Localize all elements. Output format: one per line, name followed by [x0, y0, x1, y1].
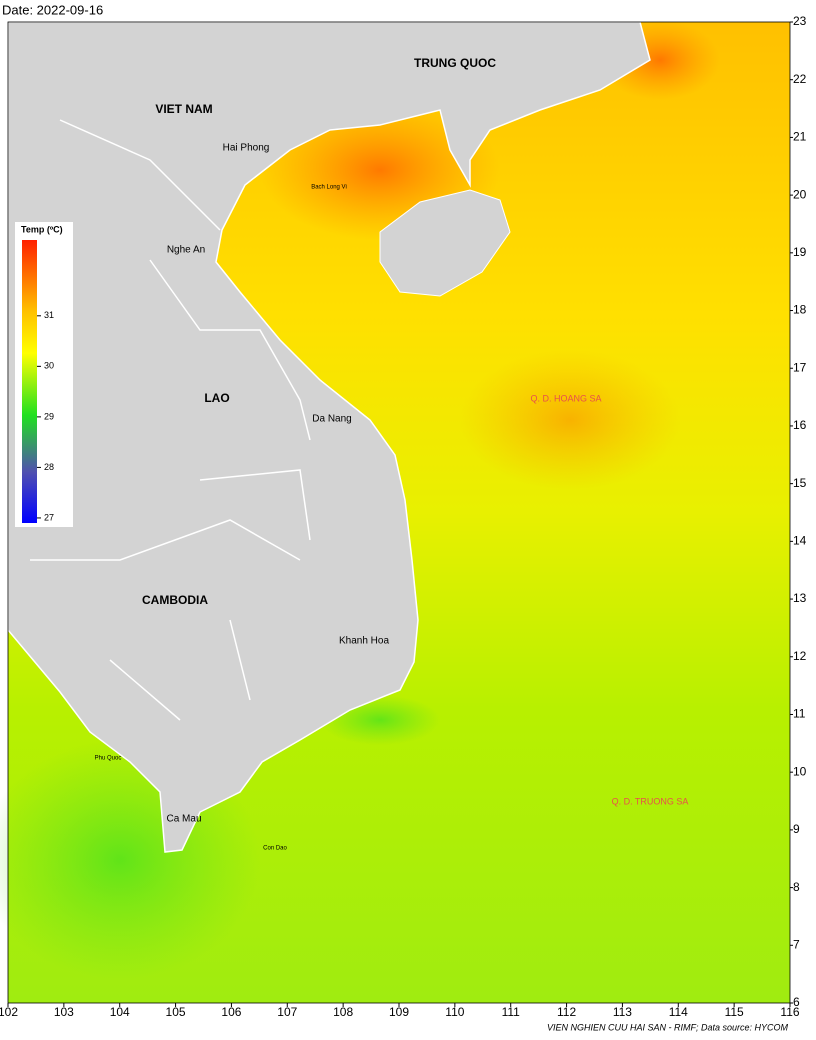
x-tick-label: 106	[221, 1005, 241, 1019]
legend-tick-label: 30	[44, 361, 54, 371]
land	[7, 21, 651, 853]
legend-tick-label: 27	[44, 512, 54, 522]
colorbar	[22, 240, 37, 523]
y-tick-label: 8	[793, 880, 800, 894]
x-tick-label: 105	[166, 1005, 186, 1019]
island-label: Phu Quoc	[95, 756, 122, 762]
y-tick-label: 12	[793, 649, 807, 663]
y-tick-label: 21	[793, 130, 807, 144]
warm-patch	[460, 350, 680, 490]
province-label: Ca Mau	[166, 814, 201, 825]
legend-tick-label: 28	[44, 462, 54, 472]
x-tick-label: 115	[725, 1005, 744, 1019]
y-tick-label: 22	[793, 72, 807, 86]
y-tick-label: 14	[793, 534, 807, 548]
border	[30, 119, 311, 721]
country-label: CAMBODIA	[142, 593, 208, 607]
country-label: VIET NAM	[155, 102, 212, 116]
y-tick-label: 6	[793, 995, 800, 1009]
archipelago-label: Q. D. TRUONG SA	[612, 796, 689, 806]
x-tick-label: 104	[110, 1005, 130, 1019]
x-tick-label: 103	[54, 1005, 74, 1019]
legend-title: Temp (ºC)	[21, 224, 63, 234]
legend: Temp (ºC)	[15, 222, 73, 527]
y-tick-label: 18	[793, 303, 807, 317]
archipelago-label: Q. D. HOANG SA	[530, 393, 601, 403]
y-tick-label: 10	[793, 764, 807, 778]
x-tick-label: 112	[557, 1005, 576, 1019]
province-label: Nghe An	[167, 245, 205, 256]
y-tick-label: 19	[793, 245, 807, 259]
x-tick-label: 110	[445, 1005, 464, 1019]
x-tick-label: 111	[502, 1005, 521, 1019]
y-tick-label: 16	[793, 418, 807, 432]
x-tick-label: 107	[277, 1005, 297, 1019]
island-label: Bach Long Vi	[311, 185, 347, 191]
province-label: Da Nang	[312, 414, 351, 425]
x-tick-label: 108	[333, 1005, 353, 1019]
hainan-island	[379, 189, 511, 297]
legend-tick-label: 31	[44, 310, 54, 320]
y-tick-label: 23	[793, 14, 807, 28]
legend-tick-label: 29	[44, 411, 54, 421]
y-tick-label: 17	[793, 360, 807, 374]
x-tick-label: 113	[613, 1005, 632, 1019]
island-label: Con Dao	[263, 846, 287, 852]
x-tick-label: 109	[389, 1005, 409, 1019]
credit: VIEN NGHIEN CUU HAI SAN - RIMF; Data sou…	[547, 1022, 789, 1032]
country-label: LAO	[204, 391, 229, 405]
y-tick-label: 20	[793, 187, 807, 201]
y-tick-label: 7	[793, 937, 800, 951]
province-label: Hai Phong	[223, 143, 270, 154]
y-tick-label: 15	[793, 476, 807, 490]
y-tick-label: 11	[793, 707, 806, 721]
date-label: Date: 2022-09-16	[2, 2, 103, 17]
y-tick-label: 9	[793, 822, 800, 836]
country-label: TRUNG QUOC	[414, 56, 496, 70]
x-tick-label: 102	[0, 1005, 18, 1019]
province-label: Khanh Hoa	[339, 636, 389, 647]
x-tick-label: 114	[669, 1005, 688, 1019]
x-tick-label: 116	[780, 1005, 799, 1019]
y-tick-label: 13	[793, 591, 807, 605]
map-area	[0, 20, 791, 1004]
